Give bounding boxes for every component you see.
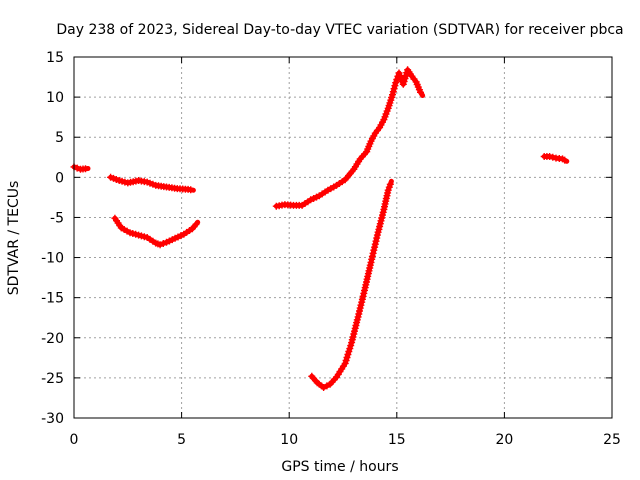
x-tick-label: 0 [70, 432, 79, 448]
y-axis-label: SDTVAR / TECUs [6, 181, 22, 296]
y-tick-label: -10 [41, 251, 64, 267]
data-point [192, 220, 200, 228]
y-tick-label: 15 [46, 50, 64, 66]
data-point [549, 153, 557, 161]
data-point [73, 164, 81, 172]
y-tick-label: -30 [41, 411, 64, 427]
series-arc-5 [309, 178, 394, 390]
data-point [417, 88, 424, 96]
tick-layer: 0 5 10 15 20 25 -30 -25 -20 -15 -10 -5 0 5 10 15 [41, 50, 621, 448]
y-tick-label: -20 [41, 331, 64, 347]
data-point [386, 180, 394, 188]
data-point [320, 384, 328, 391]
data-point [393, 76, 401, 83]
data-point [392, 79, 400, 87]
plot-frame [73, 56, 613, 419]
data-point [546, 153, 554, 160]
series-arc-4 [273, 67, 426, 209]
data-point [561, 156, 569, 164]
x-tick-label: 25 [603, 432, 621, 448]
chart-title: Day 238 of 2023, Sidereal Day-to-day VTE… [56, 22, 623, 38]
data-point [159, 240, 167, 247]
y-tick-label: 0 [55, 170, 64, 186]
y-tick-label: -15 [41, 291, 64, 307]
data-point [156, 241, 164, 249]
y-tick-label: -5 [50, 210, 64, 226]
data-point [323, 382, 331, 390]
x-tick-label: 5 [177, 432, 186, 448]
x-tick-label: 10 [280, 432, 298, 448]
x-axis-label: GPS time / hours [281, 459, 398, 475]
x-tick-label: 15 [388, 432, 406, 448]
data-layer [70, 66, 570, 391]
data-point [82, 165, 89, 173]
y-tick-label: 10 [46, 90, 64, 106]
x-tick-label: 20 [495, 432, 513, 448]
y-tick-label: 5 [55, 130, 64, 146]
y-tick-label: -25 [41, 371, 64, 387]
data-point [187, 186, 195, 194]
